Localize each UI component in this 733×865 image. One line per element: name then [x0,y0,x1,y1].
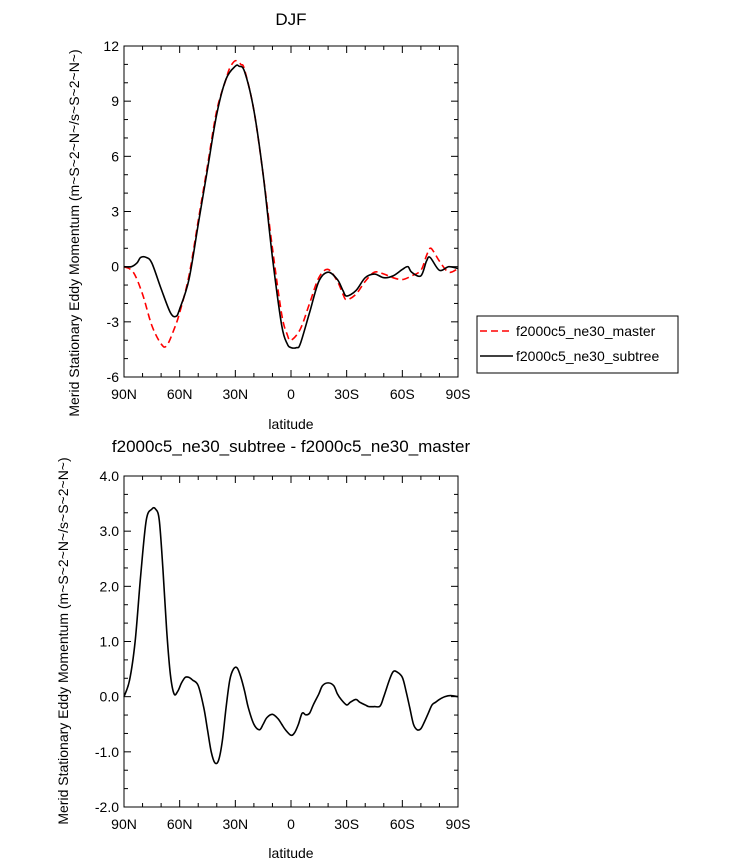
series-line-top-0 [123,59,459,348]
x-tick-label: 90N [111,386,137,402]
x-tick-label: 30S [334,386,359,402]
y-tick-label: 6 [111,148,119,164]
y-tick-label: 4.0 [100,468,120,484]
y-axis-label-top: Merid Stationary Eddy Momentum (m~S~2~N~… [66,49,82,416]
x-tick-label: 0 [287,816,295,832]
panel-difference: f2000c5_ne30_subtree - f2000c5_ne30_mast… [55,437,470,861]
series-line-top-1 [123,64,459,349]
y-tick-label: 1.0 [100,634,120,650]
x-tick-label: 30S [334,816,359,832]
y-tick-label: 3 [111,204,119,220]
x-tick-label: 60S [390,386,415,402]
y-tick-label: -3 [107,314,120,330]
chart-title-djf: DJF [275,10,306,29]
chart-title-difference: f2000c5_ne30_subtree - f2000c5_ne30_mast… [112,437,471,456]
y-tick-label: -6 [107,369,120,385]
y-tick-label: 0.0 [100,689,120,705]
series-group-top [123,59,459,349]
y-axis-title-bottom: Merid Stationary Eddy Momentum (m~S~2~N~… [55,457,71,824]
y-tick-label: 9 [111,93,119,109]
panel-djf: DJF Merid Stationary Eddy Momentum (m~S~… [66,10,679,432]
tick-group-top: 90N 60N 30N 0 30S 60S 90S -6 -3 0 3 6 9 12 [103,38,470,402]
series-line-bottom-0 [123,506,459,765]
y-tick-label: 3.0 [100,523,120,539]
legend-label-master: f2000c5_ne30_master [516,323,656,339]
x-axis-title-bottom: latitude [268,845,313,861]
legend-label-subtree: f2000c5_ne30_subtree [516,348,659,364]
x-tick-label: 60S [390,816,415,832]
x-tick-label: 0 [287,386,295,402]
y-tick-label: 12 [103,38,119,54]
y-tick-label: -2.0 [95,799,119,815]
y-axis-title-top: Merid Stationary Eddy Momentum (m~S~2~N~… [66,49,82,416]
legend-box [476,315,679,374]
x-tick-label: 90S [446,386,471,402]
x-axis-title-top: latitude [268,416,313,432]
x-tick-label: 60N [167,386,193,402]
tick-group-bottom: 90N 60N 30N 0 30S 60S 90S -2.0 -1.0 0.0 1.0 2.0 3.0 4… [95,468,471,832]
x-tick-label: 90N [111,816,137,832]
x-tick-label: 30N [222,386,248,402]
legend: f2000c5_ne30_master f2000c5_ne30_subtree [476,315,679,374]
x-tick-label: 90S [446,816,471,832]
y-tick-label: 2.0 [100,578,120,594]
x-tick-label: 60N [167,816,193,832]
y-axis-label-bottom: Merid Stationary Eddy Momentum (m~S~2~N~… [55,457,71,824]
series-group-bottom [123,506,459,765]
x-tick-label: 30N [222,816,248,832]
plot-frame-bottom [123,475,459,808]
y-tick-label: -1.0 [95,744,119,760]
plot-frame-top [123,45,459,378]
y-tick-label: 0 [111,259,119,275]
